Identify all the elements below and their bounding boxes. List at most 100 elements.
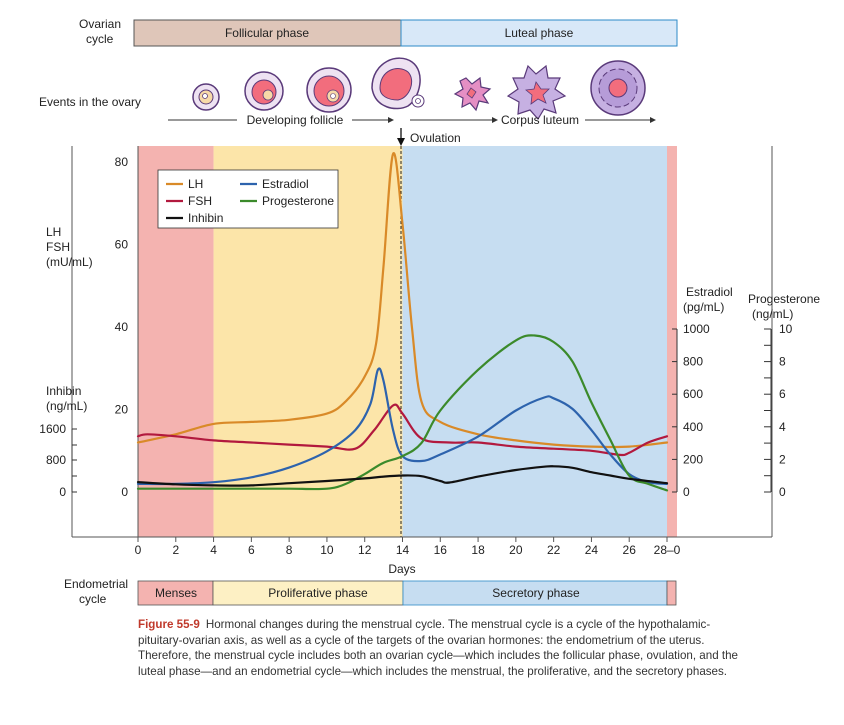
x-tick-label: 14 [396, 543, 410, 557]
ovarian-cycle-label-1: Ovarian [79, 17, 121, 31]
endometrial-cycle: Endometrial cycle Menses Proliferative p… [64, 577, 677, 606]
inhibin-tick-label: 1600 [39, 422, 66, 436]
arrow-head-icon [492, 117, 498, 123]
inhibin-axis-label-1: Inhibin [46, 384, 81, 398]
lh-fsh-tick-label: 0 [121, 485, 128, 499]
x-tick-label: 22 [547, 543, 561, 557]
arrow-head-icon [388, 117, 394, 123]
luteal-phase-bar [400, 19, 678, 47]
estradiol-axis: 0 200 400 600 800 1000 [672, 322, 710, 499]
x-tick-label: 12 [358, 543, 372, 557]
follicular-phase-label: Follicular phase [225, 26, 309, 40]
lh-axis-label-3: (mU/mL) [46, 255, 93, 269]
luteal-band [402, 146, 667, 537]
endometrial-cycle-label-1: Endometrial [64, 577, 128, 591]
estradiol-tick-label: 1000 [683, 322, 710, 336]
legend-box [157, 169, 339, 229]
x-tick-label: 6 [248, 543, 255, 557]
x-tick-label: 0 [135, 543, 142, 557]
ovulating-follicle-icon [371, 57, 425, 110]
x-tick-label: 26 [623, 543, 637, 557]
inhibin-axis: 0 800 1600 [39, 422, 77, 499]
legend-progesterone-label: Progesterone [262, 194, 334, 208]
series-line-inhibin [136, 465, 669, 487]
lh-fsh-tick-label: 40 [115, 320, 129, 334]
corpus-luteum-icon [506, 64, 567, 121]
inhibin-tick-label: 800 [46, 453, 66, 467]
x-tick-label: 8 [286, 543, 293, 557]
x-tick-label: 10 [320, 543, 334, 557]
x-tick-label: 28–0 [654, 543, 681, 557]
arrow-head-icon [650, 117, 656, 123]
x-tick-label: 18 [471, 543, 485, 557]
progesterone-tick-label: 10 [779, 322, 793, 336]
developing-follicle-label: Developing follicle [247, 113, 344, 127]
progesterone-axis-label-1: Progesterone [748, 292, 820, 306]
ovarian-cycle-label-2: cycle [86, 32, 114, 46]
legend: LH Estradiol FSH Progesterone Inhibin [157, 169, 339, 229]
menses-bar [137, 580, 214, 606]
legend-fsh-label: FSH [188, 194, 212, 208]
menstrual-cycle-chart: Ovarian cycle Follicular phase Luteal ph… [39, 17, 820, 606]
proliferative-bar [212, 580, 404, 606]
x-tick-label: 4 [210, 543, 217, 557]
progesterone-tick-label: 8 [779, 355, 786, 369]
lh-axis-label-2: FSH [46, 240, 70, 254]
ovary-events-label: Events in the ovary [39, 95, 141, 109]
x-tick-label: 2 [172, 543, 179, 557]
left-axis-labels: LH FSH (mU/mL) Inhibin (ng/mL) [46, 225, 93, 413]
right-axis-labels: Estradiol (pg/mL) Progesterone (ng/mL) [683, 285, 820, 321]
early-corpus-luteum-icon [453, 76, 492, 112]
luteal-phase-label: Luteal phase [505, 26, 574, 40]
menses-end-bar [666, 580, 677, 606]
progesterone-axis: 0 2 4 6 8 10 [764, 322, 793, 499]
x-axis-ticks: 0 2 4 6 8 10 12 14 16 18 20 22 24 26 28–0 [135, 537, 681, 557]
legend-lh-label: LH [188, 177, 203, 191]
figure-caption: Figure 55-9 Hormonal changes during the m… [138, 617, 738, 679]
mature-corpus-luteum-icon [590, 60, 646, 116]
secretory-label: Secretory phase [492, 586, 580, 600]
menses-band-end [667, 146, 677, 537]
legend-estradiol-label: Estradiol [262, 177, 309, 191]
lh-axis-label-1: LH [46, 225, 61, 239]
progesterone-tick-label: 0 [779, 485, 786, 499]
antral-follicle-icon [306, 67, 352, 113]
estradiol-tick-label: 600 [683, 387, 703, 401]
inhibin-axis-label-2: (ng/mL) [46, 399, 87, 413]
x-tick-label: 24 [585, 543, 599, 557]
proliferative-label: Proliferative phase [268, 586, 368, 600]
lh-fsh-tick-label: 60 [115, 238, 129, 252]
figure-caption-text: Hormonal changes during the menstrual cy… [138, 618, 738, 678]
x-tick-label: 20 [509, 543, 523, 557]
figure-number: Figure 55-9 [138, 618, 200, 631]
series-line-estradiol [136, 367, 669, 486]
ovary-events: Events in the ovary [39, 57, 656, 146]
menses-label: Menses [155, 586, 197, 600]
estradiol-axis-label-1: Estradiol [686, 285, 733, 299]
endometrial-cycle-label-2: cycle [79, 592, 107, 606]
plot-background [71, 146, 773, 538]
secretory-bar [402, 580, 668, 606]
series-line-lh [136, 152, 669, 449]
lh-fsh-tick-labels: 0 20 40 60 80 [115, 155, 129, 499]
down-arrow-icon [397, 138, 405, 146]
inhibin-tick-label: 0 [59, 485, 66, 499]
hormone-series [136, 152, 669, 492]
estradiol-axis-label-2: (pg/mL) [683, 300, 724, 314]
lh-fsh-tick-label: 80 [115, 155, 129, 169]
progesterone-axis-label-2: (ng/mL) [752, 307, 793, 321]
primordial-follicle-icon [192, 83, 220, 111]
corpus-luteum-label: Corpus luteum [501, 113, 579, 127]
estradiol-tick-label: 200 [683, 452, 703, 466]
x-tick-label: 16 [434, 543, 448, 557]
series-line-progesterone [136, 334, 669, 492]
legend-inhibin-label: Inhibin [188, 211, 223, 225]
progesterone-tick-label: 4 [779, 420, 786, 434]
x-axis-label: Days [388, 562, 415, 576]
progesterone-tick-label: 2 [779, 452, 786, 466]
follicular-phase-bar [133, 19, 402, 47]
estradiol-tick-label: 800 [683, 355, 703, 369]
estradiol-tick-label: 400 [683, 420, 703, 434]
lh-fsh-tick-label: 20 [115, 403, 129, 417]
series-line-fsh [136, 403, 669, 457]
